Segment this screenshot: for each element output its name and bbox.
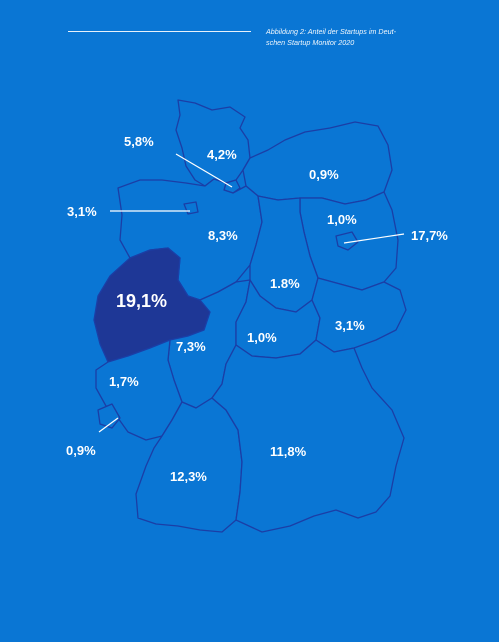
state-mecklenburg-vorpommern — [242, 121, 393, 205]
label-hessen: 7,3% — [176, 339, 206, 354]
label-nordrhein-westfalen: 19,1% — [116, 291, 167, 311]
label-hamburg: 5,8% — [124, 134, 154, 149]
leader-line-saarland — [98, 417, 119, 433]
label-sachsen: 3,1% — [335, 318, 365, 333]
state-bayern — [211, 339, 405, 533]
label-mecklenburg-vorpommern: 0,9% — [309, 167, 339, 182]
state-sachsen — [311, 277, 407, 353]
caption-rule — [68, 31, 251, 32]
state-schleswig-holstein — [175, 99, 251, 187]
leader-line-hamburg — [175, 153, 233, 188]
label-schleswig-holstein: 4,2% — [207, 147, 237, 162]
label-sachsen-anhalt: 1.8% — [270, 276, 300, 291]
label-bremen: 3,1% — [67, 204, 97, 219]
label-baden-wuerttemberg: 12,3% — [170, 469, 207, 484]
caption-line-2: schen Startup Monitor 2020 — [266, 38, 355, 47]
label-rheinland-pfalz: 1,7% — [109, 374, 139, 389]
label-berlin: 17,7% — [411, 228, 448, 243]
label-bayern: 11,8% — [270, 444, 307, 459]
figure-caption: Abbildung 2: Anteil der Startups im Deut… — [266, 26, 456, 48]
caption-line-1: Abbildung 2: Anteil der Startups im Deut… — [266, 27, 396, 36]
state-berlin — [335, 231, 359, 251]
label-saarland: 0,9% — [66, 443, 96, 458]
leader-line-berlin — [343, 233, 405, 244]
label-niedersachsen: 8,3% — [208, 228, 238, 243]
label-brandenburg: 1,0% — [327, 212, 357, 227]
label-thueringen: 1,0% — [247, 330, 277, 345]
state-saarland — [97, 403, 121, 429]
